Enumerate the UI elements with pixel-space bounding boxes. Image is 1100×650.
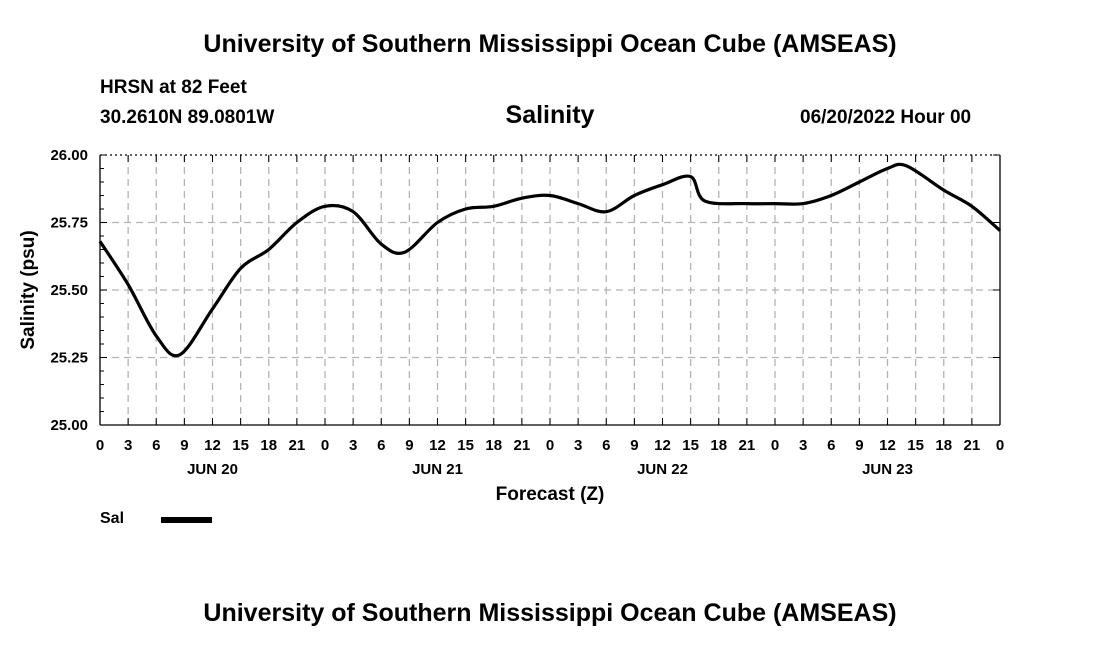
- x-day-label: JUN 20: [187, 461, 238, 478]
- x-day-label: JUN 22: [637, 461, 688, 478]
- x-tick-label: 15: [907, 437, 924, 454]
- x-day-label: JUN 23: [862, 461, 913, 478]
- x-axis-label: Forecast (Z): [496, 484, 605, 505]
- x-tick-label: 12: [654, 437, 671, 454]
- x-tick-label: 9: [405, 437, 413, 454]
- x-tick-label: 15: [457, 437, 474, 454]
- x-tick-label: 21: [964, 437, 981, 454]
- x-tick-label: 18: [260, 437, 277, 454]
- x-tick-label: 18: [710, 437, 727, 454]
- x-tick-label: 6: [827, 437, 835, 454]
- x-tick-label: 0: [996, 437, 1004, 454]
- y-tick-label: 25.50: [50, 282, 88, 299]
- x-tick-label: 3: [799, 437, 807, 454]
- x-tick-label: 6: [152, 437, 160, 454]
- x-tick-label: 9: [180, 437, 188, 454]
- x-tick-label: 15: [682, 437, 699, 454]
- x-tick-label: 3: [349, 437, 357, 454]
- x-tick-label: 9: [630, 437, 638, 454]
- y-tick-label: 25.00: [50, 417, 88, 434]
- x-day-label: JUN 21: [412, 461, 463, 478]
- x-tick-label: 6: [602, 437, 610, 454]
- x-tick-label: 6: [377, 437, 385, 454]
- chart-title: Salinity: [505, 101, 595, 129]
- x-tick-label: 18: [485, 437, 502, 454]
- x-tick-label: 0: [96, 437, 104, 454]
- y-axis-label: Salinity (psu): [18, 230, 39, 349]
- x-tick-label: 9: [855, 437, 863, 454]
- x-tick-label: 15: [232, 437, 249, 454]
- x-tick-label: 21: [514, 437, 531, 454]
- x-tick-label: 3: [124, 437, 132, 454]
- x-tick-label: 21: [289, 437, 306, 454]
- x-tick-label: 12: [204, 437, 221, 454]
- x-tick-label: 3: [574, 437, 582, 454]
- axis-layer: 0 3 6 9 12 15 18 21 0 3 6 9 12 15 18 21 0 3 6 9 12 15 18 21 0 3 6 9…: [50, 147, 1004, 478]
- station-coordinates: 30.2610N 89.0801W: [100, 107, 275, 128]
- x-tick-label: 0: [771, 437, 779, 454]
- x-tick-label: 0: [321, 437, 329, 454]
- x-tick-label: 0: [546, 437, 554, 454]
- x-tick-label: 12: [429, 437, 446, 454]
- y-tick-label: 26.00: [50, 147, 88, 164]
- x-tick-label: 21: [739, 437, 756, 454]
- series-layer: [98, 162, 1002, 358]
- footer-title: University of Southern Mississippi Ocean…: [203, 599, 897, 627]
- x-tick-label: 18: [935, 437, 952, 454]
- station-label: HRSN at 82 Feet: [100, 77, 247, 98]
- y-tick-label: 25.25: [50, 350, 88, 367]
- report-title: University of Southern Mississippi Ocean…: [203, 30, 897, 58]
- y-tick-label: 25.75: [50, 215, 88, 232]
- legend-label: Sal: [100, 510, 125, 527]
- grid-layer: [100, 155, 1000, 425]
- x-tick-label: 12: [879, 437, 896, 454]
- forecast-datetime: 06/20/2022 Hour 00: [800, 107, 972, 128]
- salinity-series-line: [98, 162, 1002, 358]
